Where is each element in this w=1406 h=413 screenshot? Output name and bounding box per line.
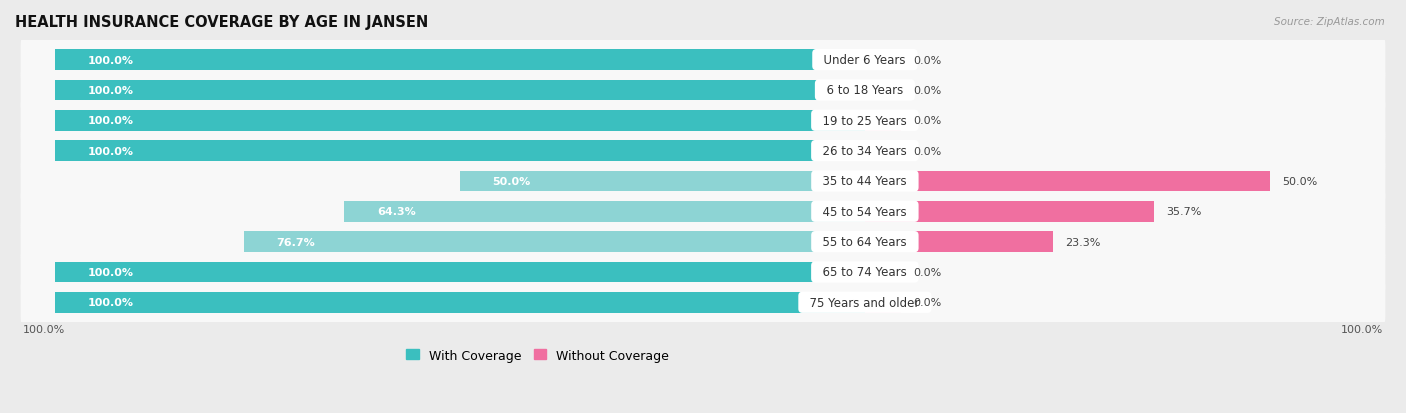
Text: 6 to 18 Years: 6 to 18 Years [820,84,911,97]
FancyBboxPatch shape [21,219,1385,265]
Bar [865,50,901,71]
FancyBboxPatch shape [21,128,1385,174]
Text: 100.0%: 100.0% [87,55,134,65]
Bar [245,232,865,252]
Text: 100.0%: 100.0% [87,146,134,156]
Bar [55,292,865,313]
Bar [865,262,901,282]
Text: 0.0%: 0.0% [914,116,942,126]
Text: 100.0%: 100.0% [87,267,134,277]
Text: 64.3%: 64.3% [377,207,416,217]
Text: 0.0%: 0.0% [914,146,942,156]
Bar [865,141,901,161]
Text: 50.0%: 50.0% [492,176,531,187]
Text: 0.0%: 0.0% [914,298,942,308]
Text: 23.3%: 23.3% [1066,237,1101,247]
Text: 100.0%: 100.0% [87,298,134,308]
Text: 76.7%: 76.7% [277,237,315,247]
Text: 0.0%: 0.0% [914,86,942,96]
Text: 26 to 34 Years: 26 to 34 Years [815,145,914,158]
Text: 65 to 74 Years: 65 to 74 Years [815,266,914,279]
Text: 45 to 54 Years: 45 to 54 Years [815,205,914,218]
Text: 35.7%: 35.7% [1166,207,1201,217]
Text: 35 to 44 Years: 35 to 44 Years [815,175,914,188]
Bar [55,81,865,101]
Text: 100.0%: 100.0% [22,325,65,335]
FancyBboxPatch shape [21,98,1385,144]
Text: 50.0%: 50.0% [1282,176,1317,187]
FancyBboxPatch shape [21,189,1385,235]
Text: 0.0%: 0.0% [914,267,942,277]
FancyBboxPatch shape [21,68,1385,114]
Bar [55,262,865,282]
Bar [865,232,1053,252]
Text: 0.0%: 0.0% [914,55,942,65]
Text: Source: ZipAtlas.com: Source: ZipAtlas.com [1274,17,1385,26]
Text: 55 to 64 Years: 55 to 64 Years [815,235,914,249]
FancyBboxPatch shape [21,280,1385,325]
Bar [865,292,901,313]
Bar [865,81,901,101]
FancyBboxPatch shape [21,159,1385,204]
Text: Under 6 Years: Under 6 Years [817,54,914,67]
Bar [865,171,1270,192]
FancyBboxPatch shape [21,249,1385,295]
Bar [55,50,865,71]
Bar [55,141,865,161]
Bar [55,111,865,131]
Bar [865,111,901,131]
Bar [865,202,1154,222]
Text: 100.0%: 100.0% [87,116,134,126]
Bar [460,171,865,192]
Legend: With Coverage, Without Coverage: With Coverage, Without Coverage [402,344,675,367]
Text: 75 Years and older: 75 Years and older [803,296,928,309]
Text: 100.0%: 100.0% [1341,325,1384,335]
Bar [344,202,865,222]
Text: 100.0%: 100.0% [87,86,134,96]
Text: HEALTH INSURANCE COVERAGE BY AGE IN JANSEN: HEALTH INSURANCE COVERAGE BY AGE IN JANS… [15,15,429,30]
Text: 19 to 25 Years: 19 to 25 Years [815,114,914,128]
FancyBboxPatch shape [21,38,1385,83]
